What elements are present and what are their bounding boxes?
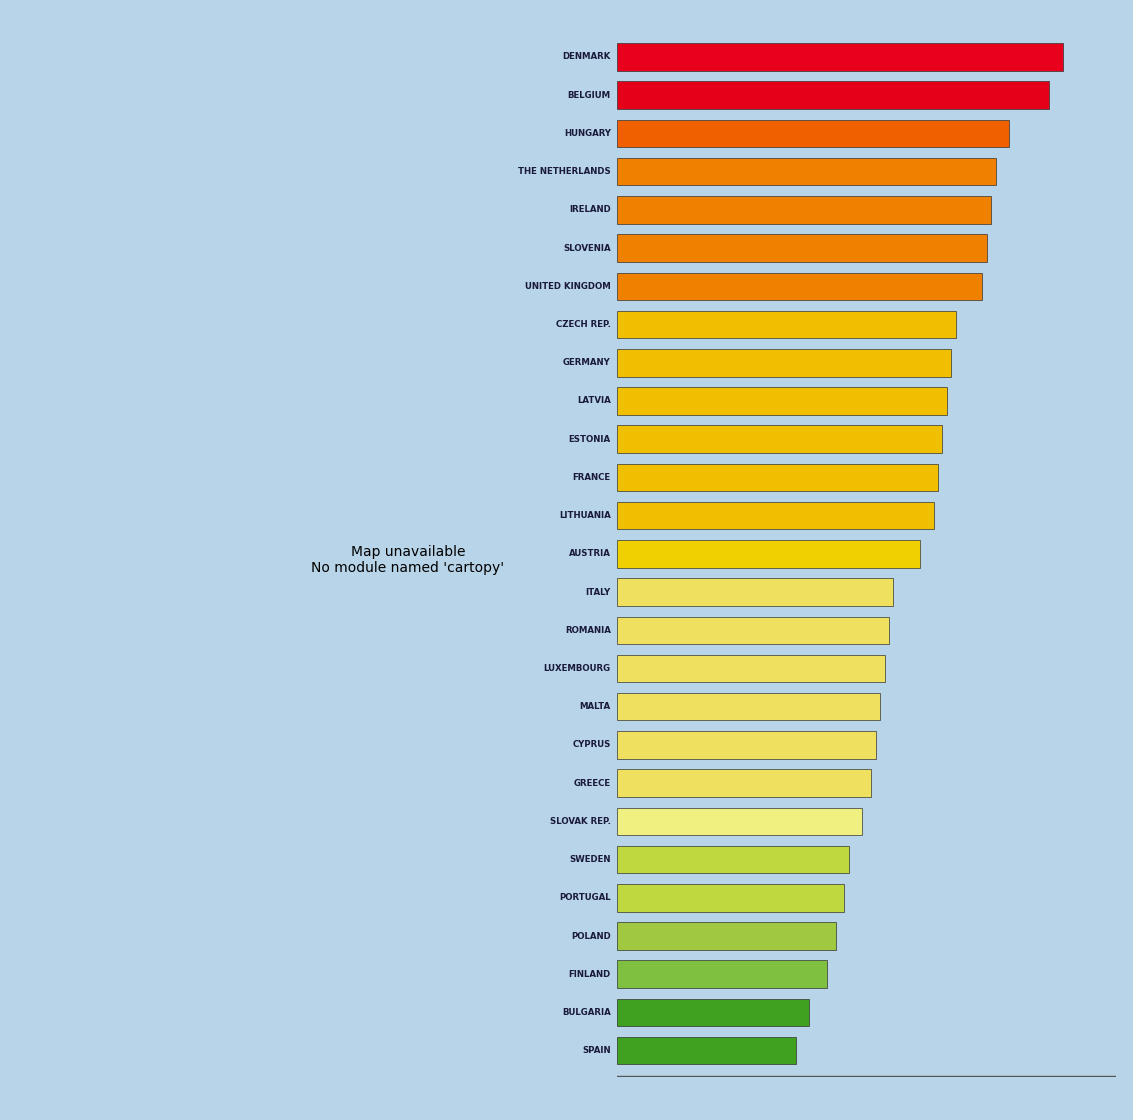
Bar — [617, 234, 987, 262]
Text: THE NETHERLANDS: THE NETHERLANDS — [518, 167, 611, 176]
Bar — [617, 540, 920, 568]
Bar — [617, 272, 982, 300]
Text: DENMARK: DENMARK — [562, 53, 611, 62]
Text: LITHUANIA: LITHUANIA — [559, 511, 611, 520]
Bar — [617, 961, 827, 988]
Text: AUSTRIA: AUSTRIA — [569, 549, 611, 559]
Bar — [617, 196, 991, 224]
Text: PORTUGAL: PORTUGAL — [560, 894, 611, 903]
Bar — [617, 578, 894, 606]
Text: SLOVAK REP.: SLOVAK REP. — [550, 816, 611, 825]
Bar — [617, 310, 956, 338]
Text: UNITED KINGDOM: UNITED KINGDOM — [525, 282, 611, 291]
Text: SLOVENIA: SLOVENIA — [563, 243, 611, 253]
Bar — [617, 769, 871, 797]
Text: MALTA: MALTA — [580, 702, 611, 711]
Text: ROMANIA: ROMANIA — [565, 626, 611, 635]
Bar — [617, 884, 844, 912]
Text: FINLAND: FINLAND — [569, 970, 611, 979]
Text: POLAND: POLAND — [571, 932, 611, 941]
Text: SPAIN: SPAIN — [582, 1046, 611, 1055]
Bar — [617, 82, 1049, 109]
Bar — [617, 922, 836, 950]
Bar — [617, 426, 943, 452]
Text: CYPRUS: CYPRUS — [572, 740, 611, 749]
Text: GERMANY: GERMANY — [563, 358, 611, 367]
Text: Map unavailable
No module named 'cartopy': Map unavailable No module named 'cartopy… — [312, 545, 504, 575]
Text: SWEDEN: SWEDEN — [569, 855, 611, 865]
Bar — [617, 616, 889, 644]
Bar — [617, 464, 938, 492]
Bar — [617, 349, 952, 376]
Bar — [617, 388, 947, 414]
Bar — [617, 808, 862, 836]
Bar — [617, 846, 849, 874]
Text: CZECH REP.: CZECH REP. — [556, 320, 611, 329]
Text: BULGARIA: BULGARIA — [562, 1008, 611, 1017]
Text: LATVIA: LATVIA — [577, 396, 611, 405]
Text: GREECE: GREECE — [573, 778, 611, 787]
Bar — [617, 693, 880, 720]
Text: ITALY: ITALY — [586, 588, 611, 597]
Bar — [617, 731, 876, 758]
Bar — [617, 999, 809, 1026]
Text: IRELAND: IRELAND — [569, 205, 611, 214]
Bar — [617, 44, 1063, 71]
Bar — [617, 1037, 795, 1064]
Text: LUXEMBOURG: LUXEMBOURG — [544, 664, 611, 673]
Bar — [617, 158, 996, 186]
Text: HUNGARY: HUNGARY — [564, 129, 611, 138]
Text: FRANCE: FRANCE — [572, 473, 611, 482]
Bar — [617, 655, 885, 682]
Bar — [617, 120, 1010, 147]
Text: BELGIUM: BELGIUM — [568, 91, 611, 100]
Text: ESTONIA: ESTONIA — [569, 435, 611, 444]
Bar — [617, 502, 934, 530]
